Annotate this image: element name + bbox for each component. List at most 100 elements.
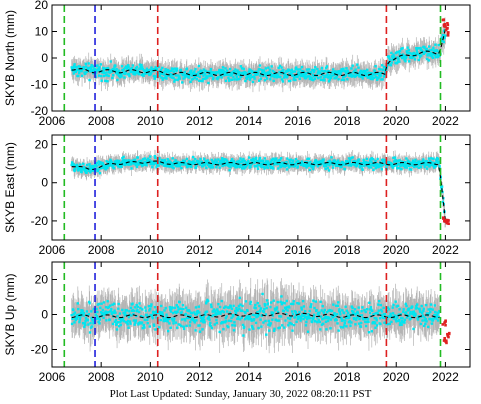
data-point bbox=[117, 325, 121, 328]
data-point bbox=[136, 156, 139, 159]
data-point bbox=[99, 167, 103, 170]
data-point bbox=[193, 311, 196, 314]
data-point bbox=[89, 326, 93, 329]
data-point bbox=[165, 77, 168, 80]
data-point bbox=[334, 71, 338, 75]
data-point bbox=[271, 157, 275, 161]
data-point bbox=[354, 161, 358, 165]
data-point bbox=[333, 77, 336, 80]
data-point bbox=[215, 166, 218, 169]
data-point bbox=[78, 320, 81, 324]
data-point bbox=[119, 75, 122, 79]
data-point bbox=[145, 163, 148, 167]
data-point bbox=[129, 70, 133, 74]
model-line bbox=[71, 28, 446, 77]
data-point bbox=[153, 306, 157, 309]
data-point bbox=[109, 60, 112, 63]
data-point bbox=[377, 76, 380, 80]
data-point bbox=[94, 313, 97, 317]
data-point bbox=[380, 78, 383, 81]
data-point bbox=[212, 76, 215, 79]
data-point bbox=[126, 163, 129, 166]
data-point bbox=[170, 164, 174, 167]
data-point bbox=[280, 161, 284, 164]
y-tick-label: 10 bbox=[35, 25, 49, 39]
data-point bbox=[397, 50, 401, 53]
data-point bbox=[415, 50, 419, 54]
data-point bbox=[84, 62, 88, 66]
data-point bbox=[232, 75, 235, 79]
data-point bbox=[72, 66, 75, 70]
data-point bbox=[91, 166, 94, 170]
data-point bbox=[163, 318, 167, 321]
data-point bbox=[141, 158, 145, 161]
data-point bbox=[137, 70, 140, 74]
data-point bbox=[314, 65, 317, 69]
data-point bbox=[292, 76, 296, 80]
data-point bbox=[363, 72, 366, 75]
data-point bbox=[408, 60, 411, 63]
data-point bbox=[407, 48, 411, 52]
data-point bbox=[190, 311, 194, 315]
data-point bbox=[87, 313, 91, 316]
data-point bbox=[75, 315, 78, 318]
data-point bbox=[422, 52, 425, 56]
data-point bbox=[125, 65, 129, 69]
data-point bbox=[238, 77, 241, 81]
data-point bbox=[403, 54, 407, 58]
data-point bbox=[166, 68, 170, 72]
data-point bbox=[235, 166, 238, 169]
data-point bbox=[160, 304, 163, 308]
data-point bbox=[128, 310, 131, 313]
data-point bbox=[181, 81, 184, 84]
data-point bbox=[231, 71, 235, 75]
data-point bbox=[198, 311, 201, 314]
data-point bbox=[288, 72, 291, 76]
data-point bbox=[168, 69, 171, 73]
data-point bbox=[242, 71, 245, 75]
data-point bbox=[135, 68, 138, 72]
data-point bbox=[224, 79, 228, 82]
data-point bbox=[425, 167, 429, 170]
data-point bbox=[132, 72, 136, 76]
data-point bbox=[137, 160, 141, 163]
data-point bbox=[89, 171, 92, 174]
data-point bbox=[99, 63, 102, 66]
data-point bbox=[300, 65, 304, 69]
y-tick-label: -20 bbox=[31, 104, 49, 118]
data-point bbox=[130, 314, 133, 317]
data-point bbox=[412, 55, 415, 59]
data-point bbox=[85, 70, 88, 74]
data-point bbox=[273, 75, 276, 79]
data-point bbox=[147, 304, 151, 308]
data-point bbox=[427, 45, 431, 48]
data-point bbox=[205, 160, 209, 164]
data-point bbox=[390, 55, 394, 58]
data-point bbox=[92, 72, 95, 75]
data-point bbox=[168, 305, 172, 309]
data-point bbox=[117, 165, 120, 168]
y-axis-label: SKYB North (mm) bbox=[3, 10, 17, 106]
data-point bbox=[223, 72, 227, 75]
data-point bbox=[221, 66, 225, 69]
data-point bbox=[262, 159, 265, 163]
data-point bbox=[153, 154, 157, 158]
event-lines bbox=[63, 5, 442, 111]
data-point bbox=[116, 78, 119, 82]
data-point bbox=[333, 159, 337, 162]
data-point bbox=[260, 162, 263, 166]
data-point bbox=[194, 74, 198, 78]
data-point bbox=[141, 72, 145, 76]
data-point bbox=[183, 73, 186, 76]
data-point bbox=[184, 319, 187, 322]
data-point bbox=[230, 163, 233, 166]
data-point bbox=[161, 77, 165, 80]
data-point bbox=[191, 77, 195, 81]
data-point bbox=[249, 73, 253, 77]
data-point bbox=[260, 71, 264, 75]
data-point bbox=[176, 74, 180, 77]
data-point bbox=[164, 76, 167, 79]
data-point bbox=[154, 311, 158, 315]
data-point bbox=[413, 58, 417, 61]
data-point bbox=[124, 320, 128, 324]
